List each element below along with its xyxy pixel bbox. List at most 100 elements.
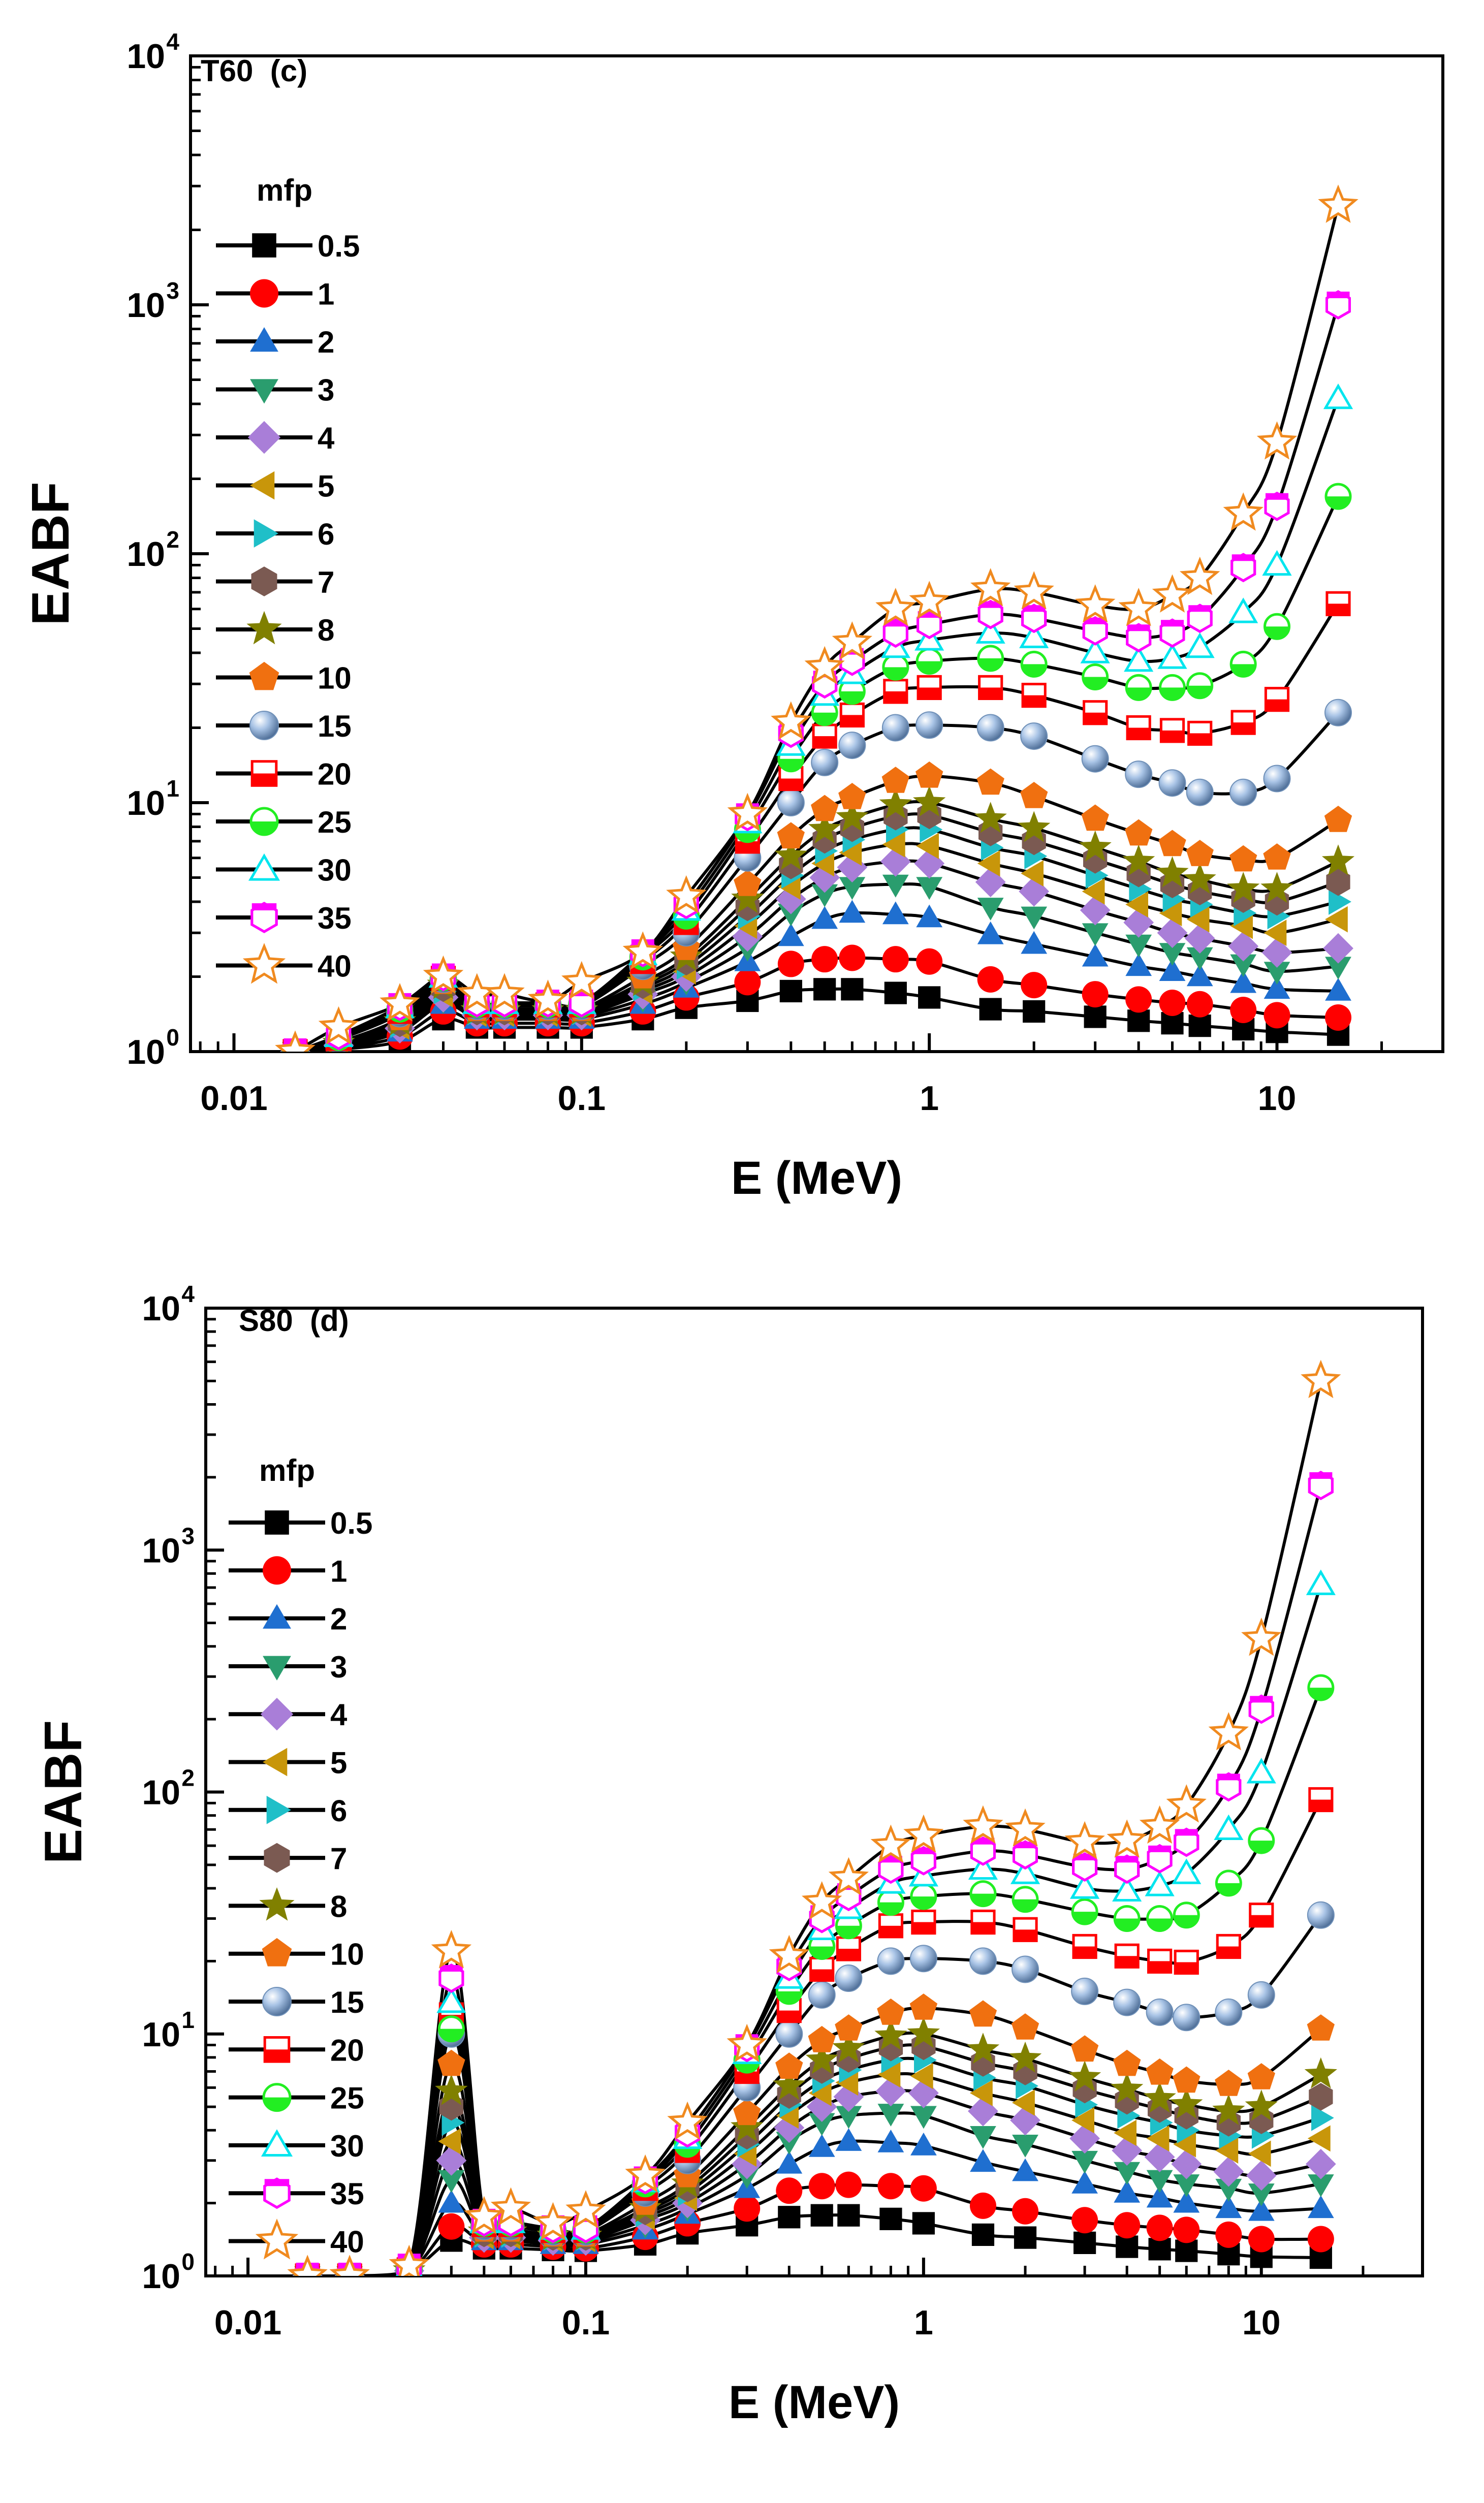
data-point-8 (913, 785, 946, 817)
data-point-0.5 (1175, 2239, 1198, 2262)
data-point-15 (835, 1964, 863, 1992)
legend-item: 3 (216, 373, 334, 407)
data-point-3 (1325, 957, 1351, 980)
legend-label: 40 (318, 949, 352, 984)
data-point-10 (835, 2014, 863, 2041)
data-point-40 (561, 961, 602, 1000)
legend-item: 15 (216, 709, 352, 743)
data-point-25 (1125, 674, 1152, 701)
data-point-8 (435, 2074, 468, 2105)
data-point-4 (1213, 2156, 1244, 2187)
data-point-0.5 (810, 2204, 833, 2227)
data-point-8 (1156, 856, 1189, 888)
data-point-3 (1146, 2170, 1173, 2193)
data-point-10 (1125, 819, 1153, 846)
legend-item: 5 (229, 1746, 347, 1780)
data-point-3 (776, 2132, 803, 2155)
data-point-15 (1215, 1998, 1243, 2026)
data-point-3 (1159, 943, 1186, 966)
legend-label: 25 (330, 2081, 364, 2115)
data-point-8 (1183, 863, 1216, 894)
y-tick-label: 10 (142, 2257, 180, 2296)
data-point-4 (1323, 933, 1353, 964)
data-point-8 (1079, 830, 1112, 862)
data-point-30 (1306, 1569, 1336, 1595)
data-point-1 (734, 2195, 761, 2222)
data-point-8 (1143, 2081, 1176, 2113)
data-point-40 (802, 1881, 842, 1920)
data-point-15 (1125, 761, 1153, 788)
data-point-30 (1019, 622, 1049, 648)
data-point-35 (1159, 618, 1185, 648)
data-point-35 (1114, 1854, 1140, 1884)
data-point-2 (1012, 2158, 1038, 2181)
data-point-40 (1139, 1805, 1180, 1844)
data-point-2 (910, 2132, 937, 2156)
legend-label: 1 (318, 277, 334, 311)
data-point-2 (877, 2130, 904, 2152)
data-point-7 (1309, 2083, 1333, 2111)
data-point-10 (1324, 806, 1352, 832)
data-point-1 (1082, 981, 1109, 1008)
data-point-5 (1159, 900, 1182, 927)
legend-label: 8 (318, 613, 334, 647)
data-point-2 (835, 2128, 862, 2151)
legend-label: 0.5 (330, 1506, 372, 1540)
data-point-4 (914, 848, 945, 879)
data-point-15 (838, 732, 866, 759)
data-point-0.5 (1084, 1005, 1107, 1028)
data-point-15 (808, 1981, 836, 2009)
legend-label: 4 (330, 1698, 348, 1732)
data-point-35 (1013, 1840, 1038, 1870)
panel-label: S80 (d) (239, 1304, 349, 1338)
legend-marker-25 (262, 2083, 292, 2112)
legend-item: 5 (216, 469, 334, 503)
data-point-20 (978, 675, 1003, 701)
data-point-4 (1246, 2160, 1277, 2191)
data-point-4 (1157, 917, 1188, 948)
data-point-20 (1264, 687, 1290, 712)
legend-item: 25 (229, 2081, 364, 2115)
data-point-3 (1308, 2174, 1334, 2197)
data-point-40 (832, 621, 872, 660)
data-point-0.5 (841, 978, 864, 1001)
data-point-30 (1214, 1814, 1244, 1840)
data-point-15 (1247, 1981, 1275, 2009)
y-tick-exponent: 1 (166, 775, 179, 802)
legend-marker-15 (249, 711, 279, 740)
data-point-10 (1011, 2013, 1039, 2040)
legend-item: 8 (216, 611, 334, 647)
data-point-40 (828, 1857, 869, 1896)
data-point-8 (974, 802, 1007, 833)
data-point-8 (907, 2016, 940, 2048)
data-point-15 (1020, 722, 1048, 750)
data-point-10 (775, 2052, 803, 2079)
data-point-0.5 (879, 2207, 902, 2230)
data-point-2 (1308, 2195, 1334, 2219)
data-point-2 (882, 901, 909, 925)
data-point-4 (1144, 2142, 1175, 2172)
data-point-0.5 (1023, 1000, 1046, 1023)
data-point-10 (838, 783, 866, 809)
data-point-20 (1187, 720, 1213, 746)
data-point-20 (917, 675, 942, 701)
data-point-15 (1229, 778, 1257, 806)
data-point-8 (1068, 2060, 1101, 2092)
legend-item: 0.5 (216, 229, 360, 263)
legend-label: 15 (330, 1985, 364, 2019)
legend-label: 10 (318, 661, 352, 695)
data-point-8 (1321, 844, 1355, 876)
legend-marker-25 (249, 807, 279, 836)
legend-marker-3 (250, 379, 278, 404)
legend-marker-5 (250, 471, 275, 500)
data-point-2 (1146, 2184, 1173, 2208)
legend-item: 3 (229, 1650, 347, 1684)
data-point-8 (1018, 811, 1051, 842)
data-point-10 (1173, 2066, 1201, 2093)
data-point-10 (437, 2049, 465, 2076)
data-point-5 (811, 850, 834, 877)
legend-marker-2 (250, 327, 278, 352)
data-point-25 (1263, 613, 1290, 640)
y-tick-exponent: 2 (181, 1765, 195, 1791)
data-point-5 (910, 2063, 933, 2089)
